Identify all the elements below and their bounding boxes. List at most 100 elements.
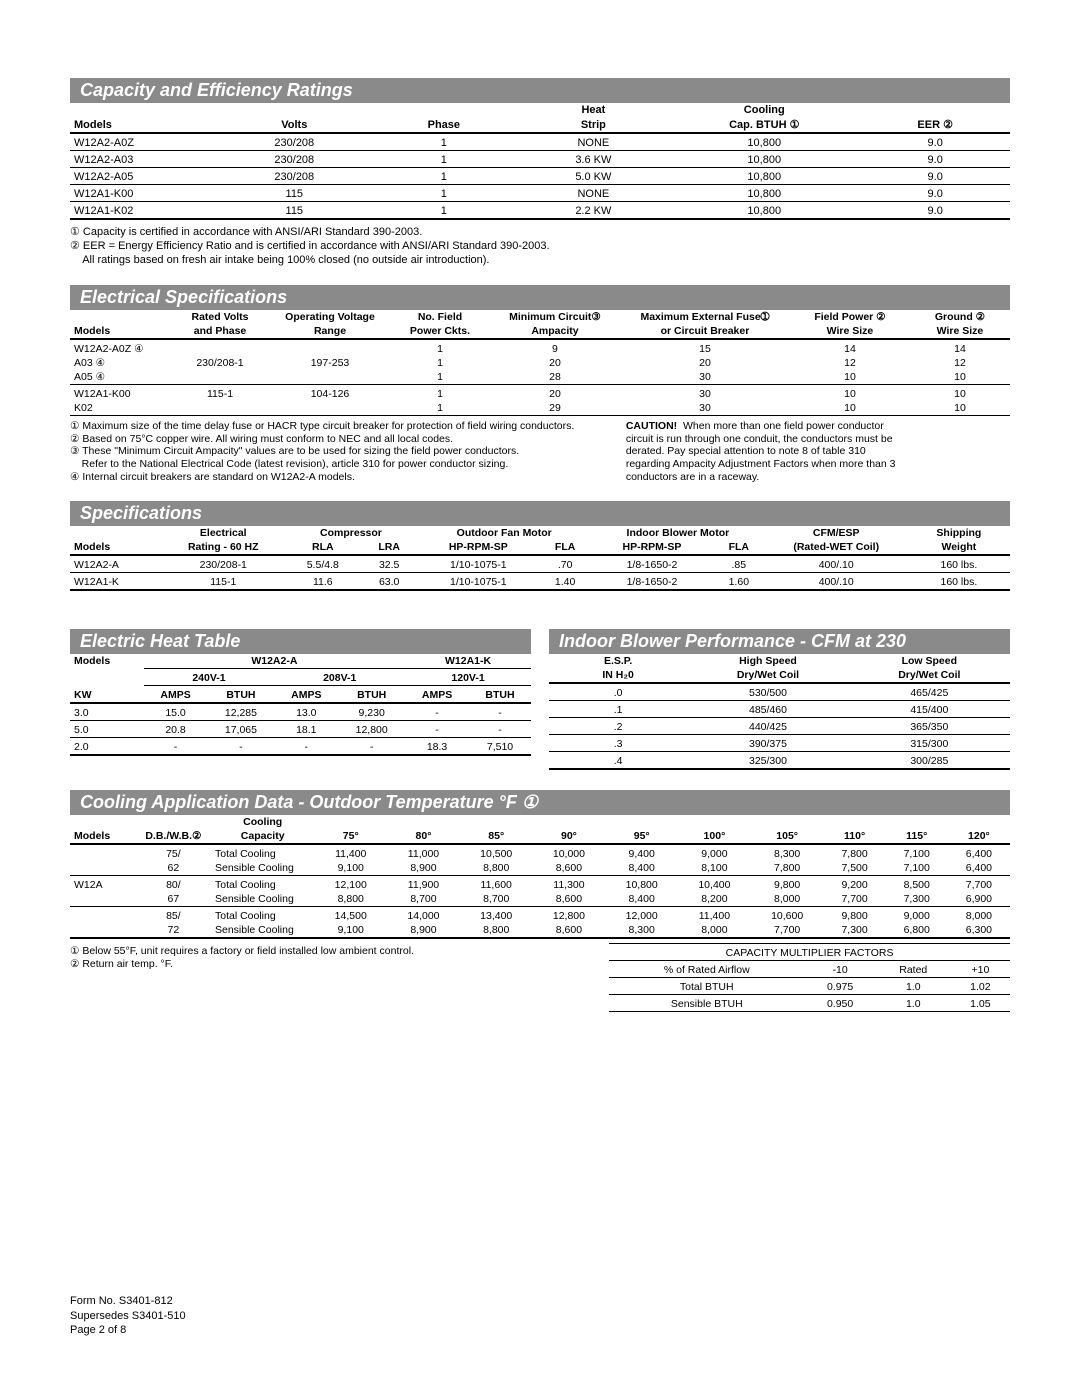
cell: [70, 892, 136, 907]
th: E.S.P.: [549, 654, 687, 668]
cell: 230/208: [220, 136, 370, 151]
cell: 1.40: [539, 575, 591, 590]
section-title: Electrical Specifications: [70, 285, 1010, 310]
cell: -: [469, 706, 531, 721]
cell: [70, 909, 136, 923]
cell: 10: [910, 370, 1010, 385]
th: Minimum Circuit③: [490, 310, 620, 324]
page-no: Page 2 of 8: [70, 1323, 1010, 1337]
cell: Total Cooling: [211, 878, 314, 892]
cell: [270, 342, 390, 356]
th: CAPACITY MULTIPLIER FACTORS: [609, 946, 1010, 961]
cell: 415/400: [849, 703, 1010, 718]
cell: .4: [549, 754, 687, 769]
cell: 9,200: [824, 878, 886, 892]
cell: 1: [390, 356, 490, 370]
cell: 8,000: [948, 909, 1010, 923]
cell: 72: [136, 923, 211, 938]
cell: -: [338, 740, 405, 755]
cell: 8,500: [886, 878, 948, 892]
cell: 8,100: [678, 861, 751, 876]
cell: 7,300: [886, 892, 948, 907]
cell: 230/208-1: [170, 356, 270, 370]
cell: 465/425: [849, 686, 1010, 701]
cell: 20: [490, 387, 620, 401]
cell: 1: [369, 170, 519, 185]
cell: -: [405, 723, 469, 738]
cell: [170, 370, 270, 385]
cell: 7,510: [469, 740, 531, 755]
cell: 9.0: [860, 136, 1010, 151]
cell: 18.1: [274, 723, 338, 738]
cell: 14,000: [387, 909, 460, 923]
cell: 440/425: [687, 720, 848, 735]
cell: 10,800: [605, 878, 678, 892]
th: Models: [70, 310, 170, 339]
cell: 14,500: [314, 909, 387, 923]
cell: 1/8-1650-2: [591, 575, 713, 590]
cell: .1: [549, 703, 687, 718]
cell: 400/.10: [765, 575, 908, 590]
cell: 1: [369, 136, 519, 151]
cell: Sensible Cooling: [211, 861, 314, 876]
th: and Phase: [170, 324, 270, 339]
cell: W12A2-A: [70, 558, 162, 573]
form-no: Form No. S3401-812: [70, 1294, 1010, 1308]
th: Cooling: [744, 104, 785, 116]
cell: 7,800: [751, 861, 824, 876]
cell: -10: [804, 963, 875, 978]
cell: 1: [369, 187, 519, 202]
cell: 1.0: [876, 980, 951, 995]
th: 115°: [886, 815, 948, 844]
cell: W12A1-K00: [70, 387, 170, 401]
th: AMPS: [405, 688, 469, 703]
th: FLA: [713, 540, 765, 555]
cell: 7,100: [886, 861, 948, 876]
cell: 8,300: [751, 847, 824, 861]
cell: 10,600: [751, 909, 824, 923]
th: Rated Volts: [170, 310, 270, 324]
cell: 8,900: [387, 861, 460, 876]
th: Models: [70, 815, 136, 844]
th: RLA: [285, 540, 361, 555]
cell: Total BTUH: [609, 980, 804, 995]
cell: 0.975: [804, 980, 875, 995]
section-title: Cooling Application Data - Outdoor Tempe…: [70, 790, 1010, 815]
th: 90°: [533, 815, 606, 844]
th: Maximum External Fuse➀: [620, 310, 790, 324]
th: Ampacity: [490, 324, 620, 339]
cell: .70: [539, 558, 591, 573]
th: Electrical: [162, 526, 285, 540]
cell: 8,800: [460, 861, 533, 876]
cell: 485/460: [687, 703, 848, 718]
cell: NONE: [519, 187, 669, 202]
cell: 390/375: [687, 737, 848, 752]
cell: 325/300: [687, 754, 848, 769]
th: HP-RPM-SP: [417, 540, 539, 555]
cell: +10: [951, 963, 1010, 978]
cell: [170, 401, 270, 416]
th: FLA: [539, 540, 591, 555]
th: No. Field: [390, 310, 490, 324]
cell: 6,900: [948, 892, 1010, 907]
cell: 9: [490, 342, 620, 356]
cell: Sensible Cooling: [211, 923, 314, 938]
cell: 18.3: [405, 740, 469, 755]
cell: 9,800: [751, 878, 824, 892]
cell: 7,700: [948, 878, 1010, 892]
cell: 115-1: [162, 575, 285, 590]
cell: 9,400: [605, 847, 678, 861]
cell: 8,800: [460, 923, 533, 938]
section-title: Indoor Blower Performance - CFM at 230: [549, 629, 1010, 654]
th: HP-RPM-SP: [591, 540, 713, 555]
cell: Sensible Cooling: [211, 892, 314, 907]
cell: [170, 342, 270, 356]
cell: .2: [549, 720, 687, 735]
cell: 1: [390, 387, 490, 401]
th: Models: [70, 526, 162, 555]
cell: K02: [70, 401, 170, 416]
cell: 7,800: [824, 847, 886, 861]
cell: 7,300: [824, 923, 886, 938]
cell: 12,285: [208, 706, 275, 721]
th: Wire Size: [790, 324, 910, 339]
